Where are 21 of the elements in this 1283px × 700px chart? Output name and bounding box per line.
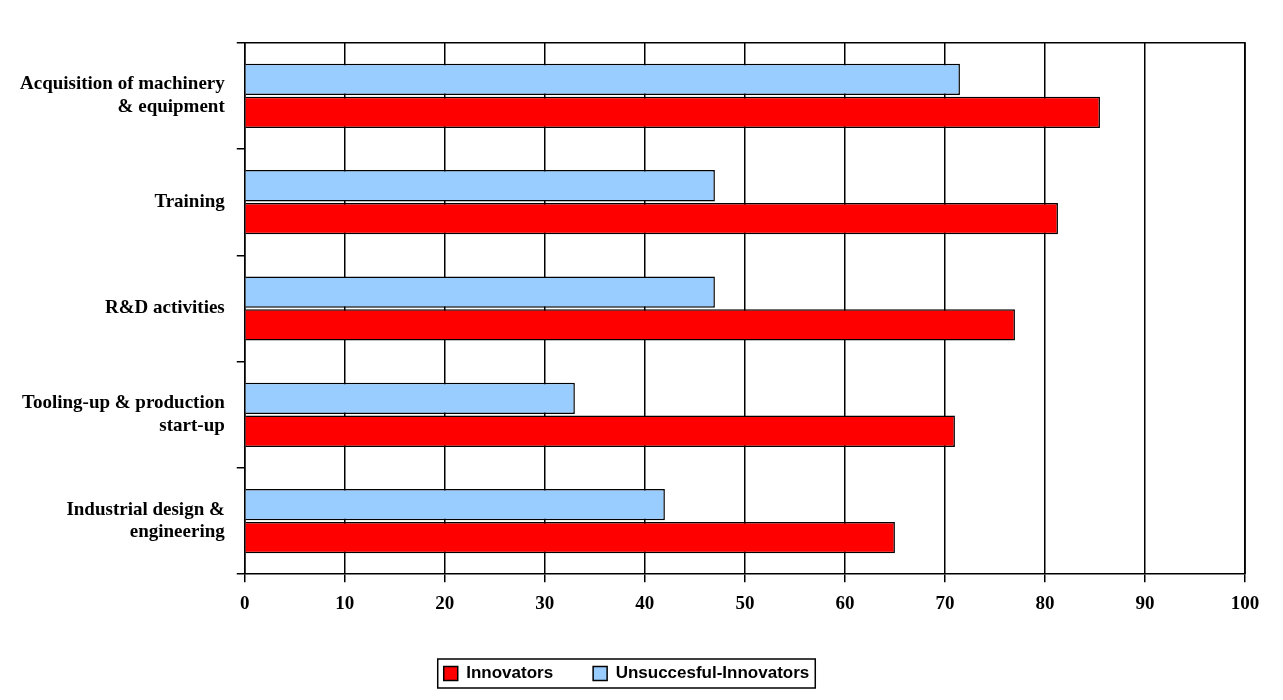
category-label: start-up <box>159 414 225 436</box>
y-tick-label: Training <box>154 190 226 212</box>
legend-label: Innovators <box>466 663 554 683</box>
category-label: Acquisition of machinery <box>20 72 225 94</box>
x-tick-label: 0 <box>240 591 250 613</box>
x-tick-label: 70 <box>935 591 955 613</box>
category-label: Industrial design & <box>66 497 225 519</box>
x-tick-label: 80 <box>1035 591 1055 613</box>
y-tick-label: R&D activities <box>105 296 225 318</box>
category-label: engineering <box>129 520 225 542</box>
category-label: Tooling-up & production <box>22 391 225 413</box>
x-tick-label: 30 <box>535 591 555 613</box>
x-tick-label: 20 <box>435 591 455 613</box>
category-label: & equipment <box>117 95 225 117</box>
x-tick-label: 100 <box>1230 591 1260 613</box>
x-tick-label: 60 <box>835 591 855 613</box>
x-tick-label: 50 <box>735 591 755 613</box>
x-tick-label: 40 <box>635 591 655 613</box>
legend-label: Unsuccesful-Innovators <box>615 663 810 683</box>
x-tick-label: 10 <box>335 591 355 613</box>
x-tick-label: 90 <box>1135 591 1155 613</box>
